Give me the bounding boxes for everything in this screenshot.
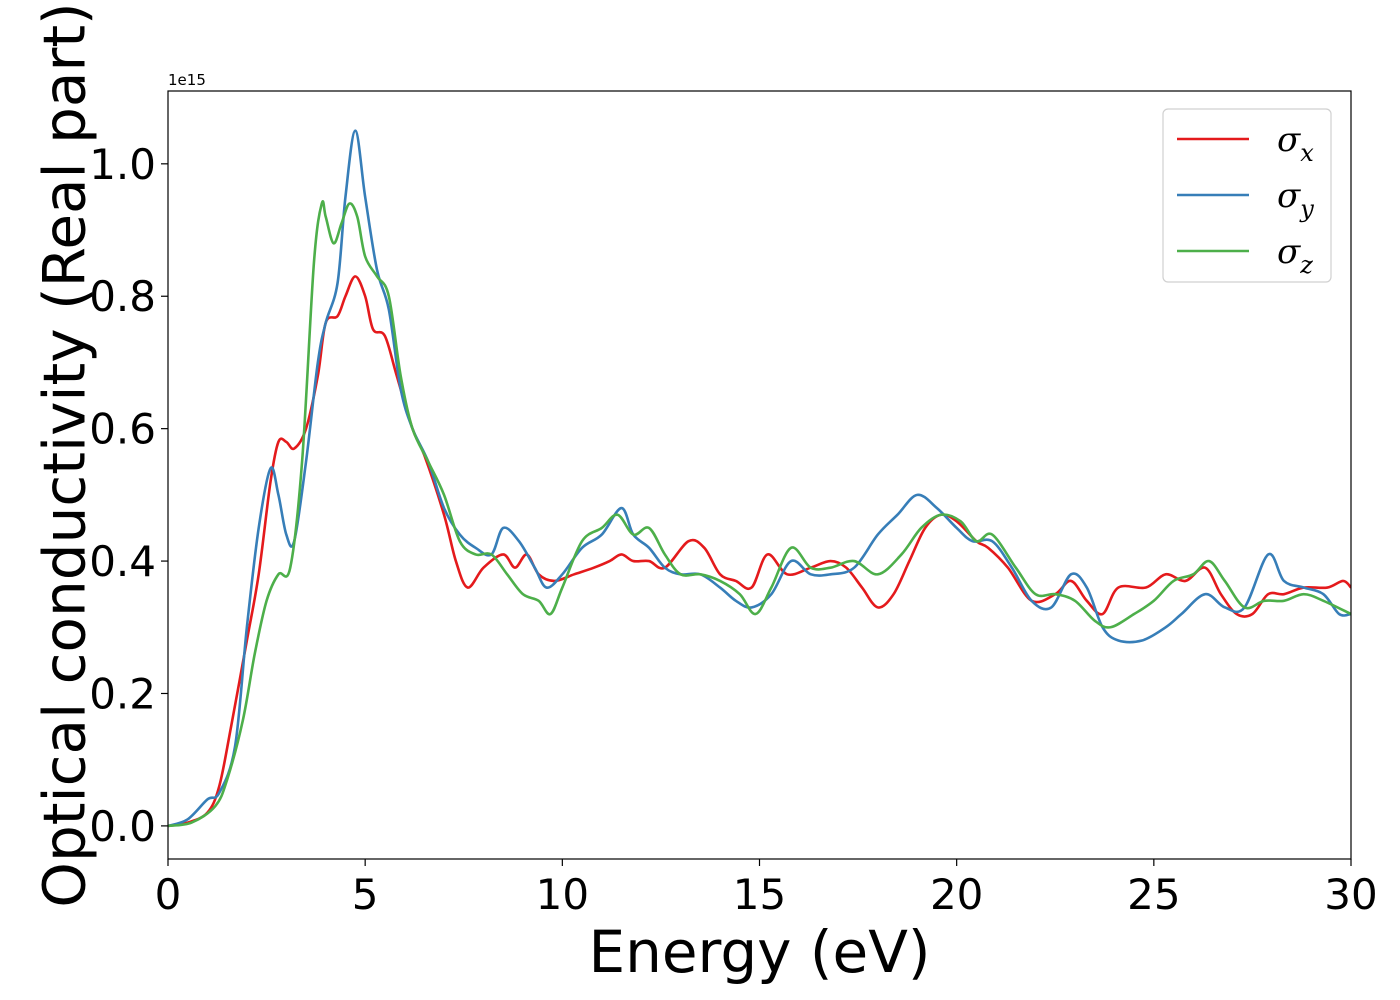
x-tick-label: 20 (930, 870, 983, 919)
y-tick-label: 0.4 (89, 537, 156, 586)
x-tick-label: 5 (352, 870, 379, 919)
x-tick-label: 0 (155, 870, 182, 919)
legend-label-z: σz (1277, 232, 1313, 279)
series-layer (168, 129, 1351, 828)
x-tick-label: 15 (733, 870, 786, 919)
x-axis: 0 5 10 15 20 25 30 (155, 859, 1378, 919)
x-tick-label: 25 (1127, 870, 1180, 919)
legend-label-sub: x (1300, 139, 1314, 167)
x-tick-label: 30 (1324, 870, 1377, 919)
y-axis-title: Optical conductivity (Real part) (30, 2, 98, 907)
series-line-x (168, 275, 1351, 828)
y-tick-label: 1.0 (89, 140, 156, 189)
y-tick-label: 0.6 (89, 405, 156, 454)
y-tick-label: 0.0 (89, 802, 156, 851)
series-line-z (168, 200, 1351, 828)
legend-label-base: σ (1277, 232, 1301, 272)
x-axis-title: Energy (eV) (588, 918, 930, 986)
y-offset-label: 1e15 (168, 71, 206, 89)
y-tick-label: 0.2 (89, 669, 156, 718)
series-line-y (168, 129, 1351, 828)
y-axis: 0.0 0.2 0.4 0.6 0.8 1.0 (89, 140, 168, 851)
legend-label-base: σ (1277, 120, 1301, 160)
legend-label-sub: z (1299, 251, 1313, 279)
legend-label-base: σ (1277, 176, 1301, 216)
x-tick-label: 10 (536, 870, 589, 919)
legend-label-y: σy (1277, 176, 1314, 223)
y-tick-label: 0.8 (89, 272, 156, 321)
legend-label-sub: y (1299, 195, 1314, 223)
legend-label-x: σx (1277, 120, 1314, 167)
